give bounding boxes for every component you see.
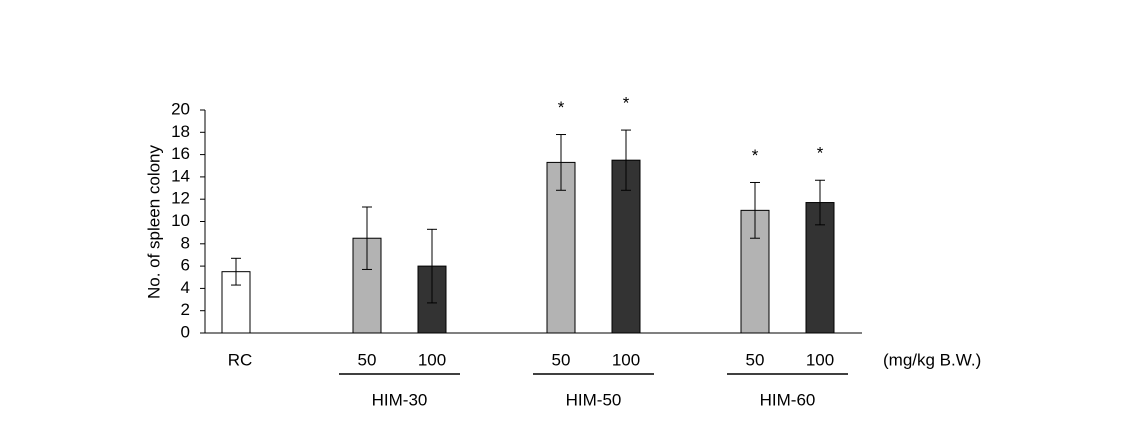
x-tick-label: 100 — [806, 350, 834, 369]
significance-mark: * — [623, 94, 630, 113]
group-label: HIM-60 — [760, 390, 816, 409]
significance-mark: * — [817, 144, 824, 163]
x-tick-label: RC — [228, 350, 253, 369]
y-axis-label: No. of spleen colony — [144, 144, 163, 299]
significance-mark: * — [752, 146, 759, 165]
y-tick-label: 16 — [171, 144, 190, 163]
x-tick-label: 100 — [418, 350, 446, 369]
x-tick-label: 50 — [358, 350, 377, 369]
group-label: HIM-50 — [566, 390, 622, 409]
bar — [221, 271, 251, 334]
y-tick-label: 10 — [171, 211, 190, 230]
y-tick-label: 18 — [171, 122, 190, 141]
y-tick-label: 2 — [181, 300, 190, 319]
y-tick-label: 12 — [171, 189, 190, 208]
x-tick-label: 50 — [552, 350, 571, 369]
y-tick-label: 0 — [181, 322, 190, 341]
y-tick-label: 4 — [181, 278, 190, 297]
y-tick-label: 6 — [181, 256, 190, 275]
significance-mark: * — [558, 98, 565, 117]
y-tick-label: 20 — [171, 99, 190, 118]
y-tick-label: 8 — [181, 233, 190, 252]
x-tick-label: 100 — [612, 350, 640, 369]
y-tick-label: 14 — [171, 166, 190, 185]
group-label: HIM-30 — [372, 390, 428, 409]
x-tick-label: 50 — [746, 350, 765, 369]
unit-label: (mg/kg B.W.) — [883, 350, 981, 369]
